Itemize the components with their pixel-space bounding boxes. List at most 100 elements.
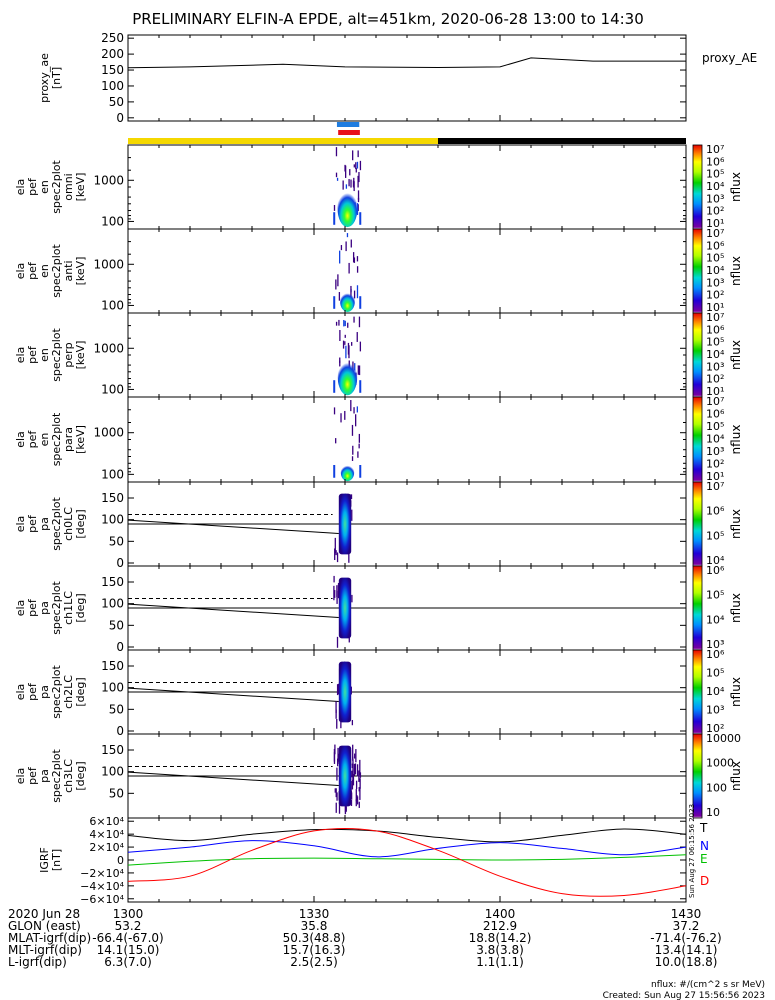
spectrogram-pixel xyxy=(342,340,345,349)
ylabel-line: IGRF xyxy=(38,847,51,873)
orbit-row-value: 2.5(2.5) xyxy=(290,955,338,969)
spectrogram-pixel xyxy=(356,161,359,169)
ylabel-line: pa xyxy=(38,517,51,531)
colorbar-tick-label: 10⁶ xyxy=(706,239,725,252)
spectrogram-flux-blob xyxy=(338,745,352,807)
colorbar-tick-label: 10⁵ xyxy=(706,589,724,602)
spectrogram-pixel xyxy=(336,636,339,648)
spectrogram-pixel xyxy=(356,406,358,413)
orbit-row-value: 14.1(15.0) xyxy=(97,943,160,957)
colorbar xyxy=(692,144,703,230)
spectrogram-pixel xyxy=(352,445,354,455)
y-tick-label: 100 xyxy=(101,681,124,695)
colorbar-tick-label: 10⁴ xyxy=(706,348,725,361)
colorbar-tick-label: 10 xyxy=(706,806,720,819)
spectrogram-pixel xyxy=(357,190,360,200)
spectrogram-flux-blob xyxy=(338,577,352,639)
ylabel-line: en xyxy=(38,348,51,362)
y-tick-label: 0 xyxy=(116,111,124,125)
y-tick-label: 0 xyxy=(116,724,124,738)
figure-title: PRELIMINARY ELFIN-A EPDE, alt=451km, 202… xyxy=(132,10,644,28)
spectrogram-pixel xyxy=(353,407,355,414)
ylabel-line: [nT] xyxy=(50,849,63,871)
colorbar-tick-label: 10⁵ xyxy=(706,420,724,433)
series-legend-label: T xyxy=(699,821,708,835)
orbit-row-label: 2020 Jun 28 xyxy=(8,907,80,921)
spectrogram-pixel xyxy=(333,380,336,393)
colorbar-tick-label: 10⁵ xyxy=(706,252,724,265)
spectrogram-pixel xyxy=(335,321,338,326)
orbit-row-label: MLAT-igrf(dip) xyxy=(8,931,91,945)
spectrogram-pixel xyxy=(350,400,352,412)
spectrogram-pixel xyxy=(334,590,336,598)
orbit-row-label: MLT-igrf(dip) xyxy=(8,943,82,957)
panel-ylabel: elapefenspec2plotperp[keV] xyxy=(14,328,87,382)
spectrogram-pixel xyxy=(354,763,357,775)
spectrogram-pixel xyxy=(348,547,350,563)
ylabel-line: spec2plot xyxy=(50,749,63,803)
spectrogram-pixel xyxy=(356,796,359,805)
ylabel-line: en xyxy=(38,264,51,278)
ylabel-line: ela xyxy=(14,263,27,280)
spectrogram-pixel xyxy=(358,787,360,792)
spectrogram-pixel xyxy=(335,788,337,798)
ylabel-line: [keV] xyxy=(74,425,87,454)
spectrogram-pixel xyxy=(355,749,357,763)
spectrogram-pixel xyxy=(358,316,361,328)
spectrogram-pixel xyxy=(340,413,342,423)
spectrogram-pixel xyxy=(345,184,348,189)
spectrogram-flux-blob xyxy=(338,493,352,555)
spectrogram-pixel xyxy=(334,537,336,554)
spectrogram-pixel xyxy=(345,241,347,252)
orbit-row-value: 3.8(3.8) xyxy=(476,943,524,957)
colorbar-tick-label: 10³ xyxy=(706,192,724,205)
y-tick-label: 0 xyxy=(116,640,124,654)
colorbar-tick-label: 10⁶ xyxy=(706,505,725,518)
spectrogram-pixel xyxy=(344,164,346,172)
spectrogram-pixel xyxy=(357,150,359,158)
spectrogram-pixel xyxy=(359,778,361,789)
panel-ylabel: elapefpaspec2plotch3LC[deg] xyxy=(14,749,87,803)
colorbar-tick-label: 10⁵ xyxy=(706,667,724,680)
spectrogram-pixel xyxy=(333,465,336,478)
y-tick-label: −4×10⁴ xyxy=(80,880,124,893)
x-tick-label: 1330 xyxy=(299,907,330,921)
spectrogram-pixel xyxy=(359,341,362,352)
ylabel-line: pef xyxy=(26,766,39,785)
spectrogram-pixel xyxy=(353,316,355,323)
ylabel-line: perp xyxy=(62,342,75,367)
panel-ylabel: elapefpaspec2plotch0LC[deg] xyxy=(14,497,87,551)
spectrogram-pixel xyxy=(335,438,337,444)
ylabel-line: [deg] xyxy=(74,593,87,622)
spectrogram-pixel xyxy=(356,266,359,273)
spectrogram-pixel xyxy=(356,203,359,215)
spectrogram-pixel xyxy=(353,257,356,263)
colorbar-label: nflux xyxy=(729,509,743,539)
spectrogram-pixel xyxy=(356,764,359,777)
y-tick-label: 2×10⁴ xyxy=(89,841,124,854)
spectrogram-pixel xyxy=(333,575,335,583)
y-tick-label: 50 xyxy=(109,95,124,109)
spectrogram-pixel xyxy=(337,683,340,695)
colorbar-label: nflux xyxy=(729,340,743,370)
spectrogram-pixel xyxy=(340,245,343,251)
ylabel-line: en xyxy=(38,180,51,194)
y-tick-label: 150 xyxy=(101,659,124,673)
proxy-ae-line xyxy=(127,57,686,69)
x-tick-label: 1400 xyxy=(485,907,516,921)
spectrogram-pixel xyxy=(333,748,336,762)
spectrogram-pixel xyxy=(353,164,355,168)
panel-ylabel: elapefpaspec2plotch1LC[deg] xyxy=(14,581,87,635)
spectrogram-pixel xyxy=(337,747,339,764)
y-tick-label: 4×10⁴ xyxy=(89,828,124,841)
y-tick-label: 50 xyxy=(109,786,124,800)
orbit-row-value: -71.4(-76.2) xyxy=(650,931,721,945)
spectrogram-pixel xyxy=(337,274,339,287)
ylabel-line: ela xyxy=(14,179,27,196)
colorbar-label: nflux xyxy=(729,425,743,455)
colorbar xyxy=(692,565,703,651)
spectrogram-pixel xyxy=(336,684,339,696)
ylabel-line: spec2plot xyxy=(50,497,63,551)
spectrogram-pixel xyxy=(335,802,337,813)
spectrogram-pixel xyxy=(333,296,336,309)
